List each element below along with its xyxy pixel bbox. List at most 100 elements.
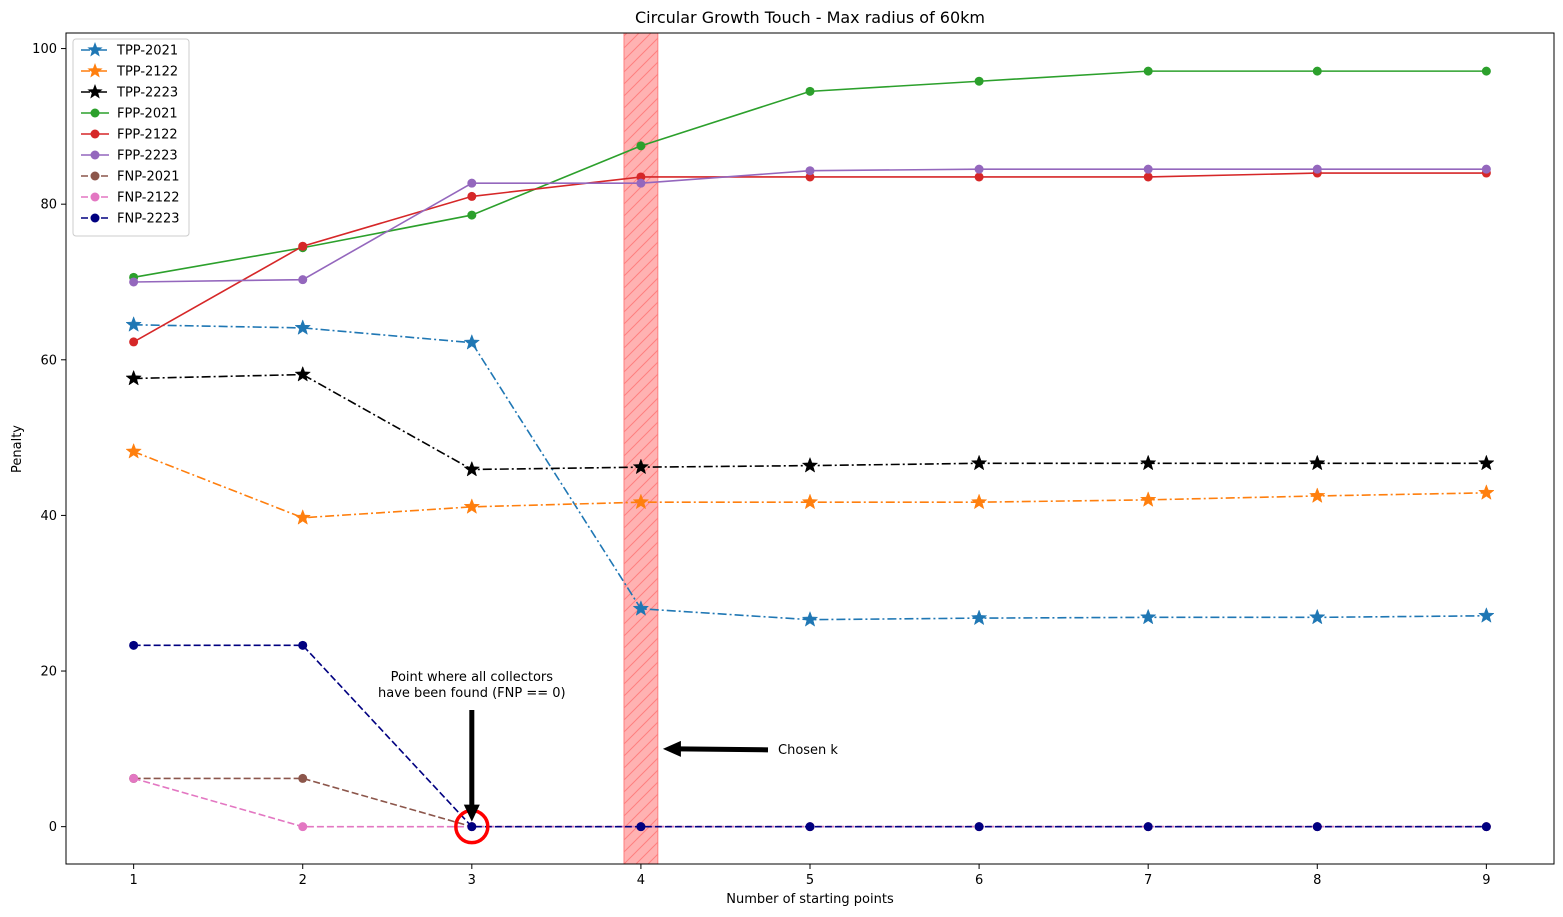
x-tick-label: 9 — [1482, 873, 1490, 888]
data-point — [129, 773, 139, 783]
y-tick-label: 80 — [40, 198, 57, 213]
legend-entry: TPP-2122 — [81, 63, 178, 80]
legend-label: FPP-2223 — [117, 149, 178, 164]
x-tick-label: 3 — [468, 873, 476, 888]
data-point — [467, 178, 477, 188]
data-point — [125, 442, 142, 459]
data-point — [636, 141, 646, 151]
data-point — [298, 773, 308, 783]
data-point — [970, 493, 988, 510]
x-tick-label: 8 — [1313, 873, 1321, 888]
data-point — [1481, 164, 1491, 174]
data-point — [1143, 822, 1153, 832]
data-point — [801, 493, 819, 510]
data-point — [463, 460, 481, 477]
data-point — [970, 609, 988, 626]
data-point — [632, 458, 650, 475]
legend-entry: FNP-2021 — [81, 170, 180, 185]
chosen-k-span-hatch — [623, 32, 659, 865]
legend-marker — [90, 129, 100, 139]
legend-entry: TPP-2223 — [81, 84, 178, 101]
legend-marker — [90, 108, 100, 118]
data-point — [1308, 608, 1326, 625]
data-point — [1143, 66, 1153, 76]
y-axis-ticks: 0 20 40 60 80 100 — [32, 42, 66, 835]
series-line — [133, 450, 1487, 519]
data-point — [1478, 607, 1495, 623]
legend-label: FNP-2223 — [117, 212, 180, 227]
data-point — [1312, 66, 1322, 76]
x-axis-ticks: 1 2 3 4 5 6 7 8 9 — [129, 864, 1491, 888]
data-point — [1139, 491, 1157, 507]
data-point — [1478, 484, 1495, 500]
annotation-k-arrow-shaft — [678, 746, 769, 753]
data-point — [1478, 454, 1495, 471]
legend-label: FNP-2021 — [117, 170, 180, 185]
legend-marker — [87, 84, 103, 99]
annotation-k-text: Chosen k — [778, 743, 838, 758]
data-point — [467, 822, 477, 832]
y-tick-label: 60 — [40, 353, 57, 368]
data-point — [970, 454, 988, 471]
data-point — [294, 319, 312, 335]
legend-box — [72, 38, 190, 237]
y-tick-label: 0 — [49, 820, 57, 835]
data-point — [125, 316, 142, 332]
legend: TPP-2021 TPP-2122 TPP-2223 FPP-2021 FPP-2122… — [72, 38, 190, 237]
data-point — [974, 172, 984, 182]
data-point — [1481, 66, 1491, 76]
series-tpp-2122 — [125, 442, 1495, 525]
data-point — [298, 640, 308, 650]
data-point — [1143, 164, 1153, 174]
legend-entry: FPP-2122 — [81, 128, 178, 143]
legend-label: FPP-2122 — [117, 128, 178, 143]
highlight-span-layer — [623, 32, 659, 865]
annotation-fnp-arrow-head — [463, 804, 480, 822]
data-point — [467, 210, 477, 220]
data-point — [1308, 487, 1326, 504]
legend-entry: FPP-2021 — [81, 107, 178, 122]
data-point — [974, 822, 984, 832]
chart-title: Circular Growth Touch - Max radius of 60… — [635, 8, 985, 27]
data-point — [1139, 608, 1157, 625]
x-tick-label: 2 — [299, 873, 307, 888]
legend-label: TPP-2021 — [116, 44, 178, 59]
x-tick-label: 5 — [806, 873, 814, 888]
data-point — [298, 822, 308, 832]
y-tick-label: 40 — [40, 509, 57, 524]
legend-marker — [87, 63, 103, 78]
data-point — [294, 509, 312, 525]
data-point — [463, 498, 481, 514]
legend-marker — [90, 213, 100, 223]
data-point — [805, 166, 815, 176]
data-point — [801, 610, 819, 627]
x-tick-label: 6 — [975, 873, 983, 888]
x-axis-title: Number of starting points — [726, 892, 894, 907]
data-point — [1143, 172, 1153, 182]
y-axis-title: Penalty — [10, 425, 25, 473]
data-point — [636, 178, 646, 188]
data-point — [1308, 454, 1326, 471]
series-fnp-2223 — [129, 640, 1491, 832]
y-tick-label: 20 — [40, 665, 57, 680]
legend-label: FPP-2021 — [117, 107, 178, 122]
legend-label: FNP-2122 — [117, 191, 180, 206]
data-point — [801, 456, 819, 473]
x-tick-label: 1 — [129, 873, 137, 888]
series-tpp-2021 — [125, 316, 1495, 627]
legend-marker — [90, 192, 100, 202]
legend-entry: FNP-2122 — [81, 191, 180, 206]
legend-marker — [90, 171, 100, 181]
annotation-fnp-text: have been found (FNP == 0) — [378, 686, 566, 701]
data-point — [805, 822, 815, 832]
data-point — [129, 277, 139, 287]
legend-entry: FPP-2223 — [81, 149, 178, 164]
data-point — [125, 369, 142, 386]
data-point — [1139, 454, 1157, 471]
data-point — [805, 172, 815, 182]
legend-entry: TPP-2021 — [81, 42, 178, 59]
data-point — [636, 172, 646, 182]
